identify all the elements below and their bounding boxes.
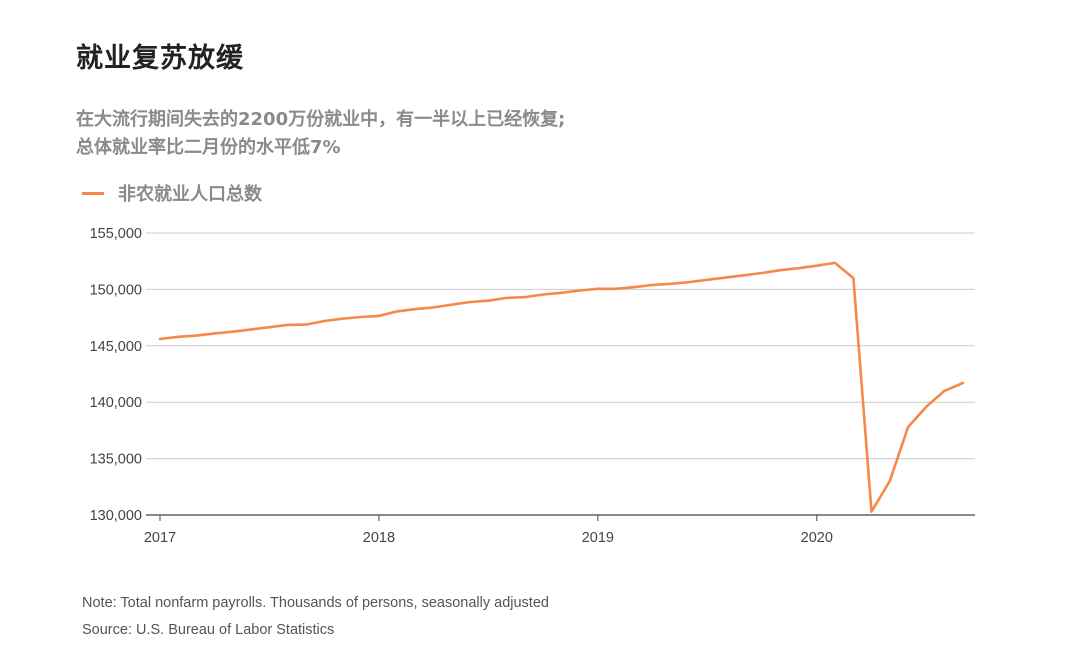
- y-tick-label: 130,000: [90, 508, 142, 524]
- y-tick-label: 150,000: [90, 282, 142, 298]
- legend-label: 非农就业人口总数: [118, 184, 262, 205]
- x-tick-label: 2018: [363, 530, 395, 546]
- chart-title: 就业复苏放缓: [76, 43, 244, 74]
- chart-subtitle: 在大流行期间失去的2200万份就业中，有一半以上已经恢复; 总体就业率比二月份的…: [76, 106, 565, 162]
- legend: 非农就业人口总数: [82, 180, 262, 206]
- grid-lines: [146, 232, 975, 460]
- x-tick-label: 2019: [582, 530, 614, 546]
- y-tick-label: 140,000: [90, 395, 142, 411]
- footer-source: Source: U.S. Bureau of Labor Statistics: [82, 622, 335, 638]
- y-tick-label: 155,000: [90, 226, 142, 242]
- legend-swatch: [82, 191, 104, 195]
- axes: 130,000 135,000 140,000 145,000 150,000 155,0…: [90, 226, 975, 546]
- series-line: [158, 261, 965, 513]
- subtitle-line-1: 在大流行期间失去的2200万份就业中，有一半以上已经恢复;: [76, 109, 566, 130]
- y-tick-label: 145,000: [90, 339, 142, 355]
- series-layer: [158, 261, 965, 513]
- x-tick-label: 2017: [144, 530, 176, 546]
- y-tick-label: 135,000: [90, 452, 142, 468]
- footer-note: Note: Total nonfarm payrolls. Thousands …: [82, 595, 549, 611]
- footer: Note: Total nonfarm payrolls. Thousands …: [82, 590, 549, 644]
- x-tick-label: 2020: [801, 530, 833, 546]
- subtitle-line-2: 总体就业率比二月份的水平低7%: [76, 137, 341, 158]
